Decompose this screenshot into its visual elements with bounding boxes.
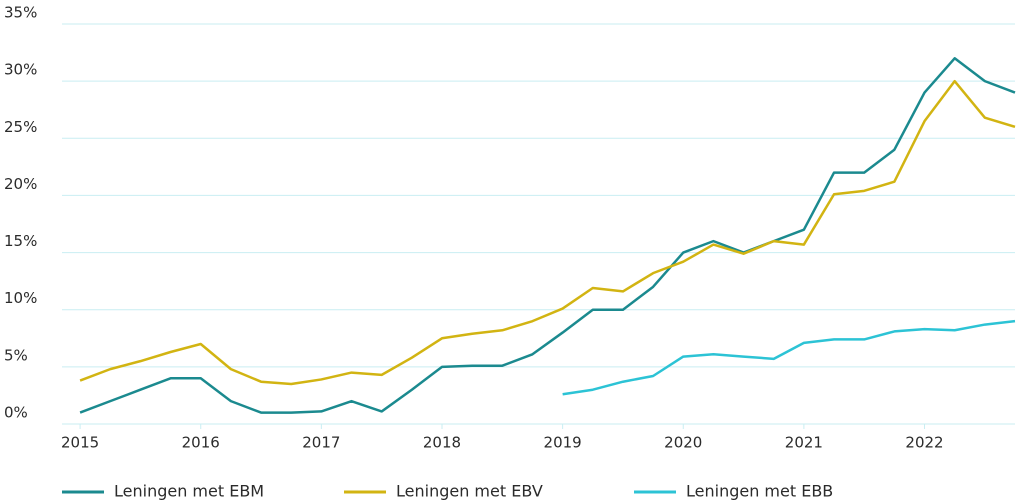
x-tick-label: 2016 [182,434,220,452]
y-tick-label: 10% [4,289,37,307]
line-series [562,319,1016,396]
x-tick-label: 2019 [544,434,582,452]
x-tick-label: 2021 [785,434,823,452]
y-tick-label: 30% [4,61,37,79]
legend-label: Leningen met EBB [686,482,833,501]
legend-label: Leningen met EBM [114,482,264,501]
x-tick-label: 2022 [905,434,943,452]
x-tick-label: 2020 [664,434,702,452]
y-tick-label: 35% [4,4,37,22]
y-tick-label: 20% [4,175,37,193]
y-tick-label: 15% [4,232,37,250]
line-series [79,57,1016,414]
x-tick-label: 2018 [423,434,461,452]
y-tick-label: 5% [4,346,28,364]
x-tick-label: 2017 [302,434,340,452]
line-series [79,79,1016,386]
x-tick-label: 2015 [61,434,99,452]
y-tick-label: 0% [4,404,28,422]
legend-label: Leningen met EBV [396,482,543,501]
y-tick-label: 25% [4,118,37,136]
